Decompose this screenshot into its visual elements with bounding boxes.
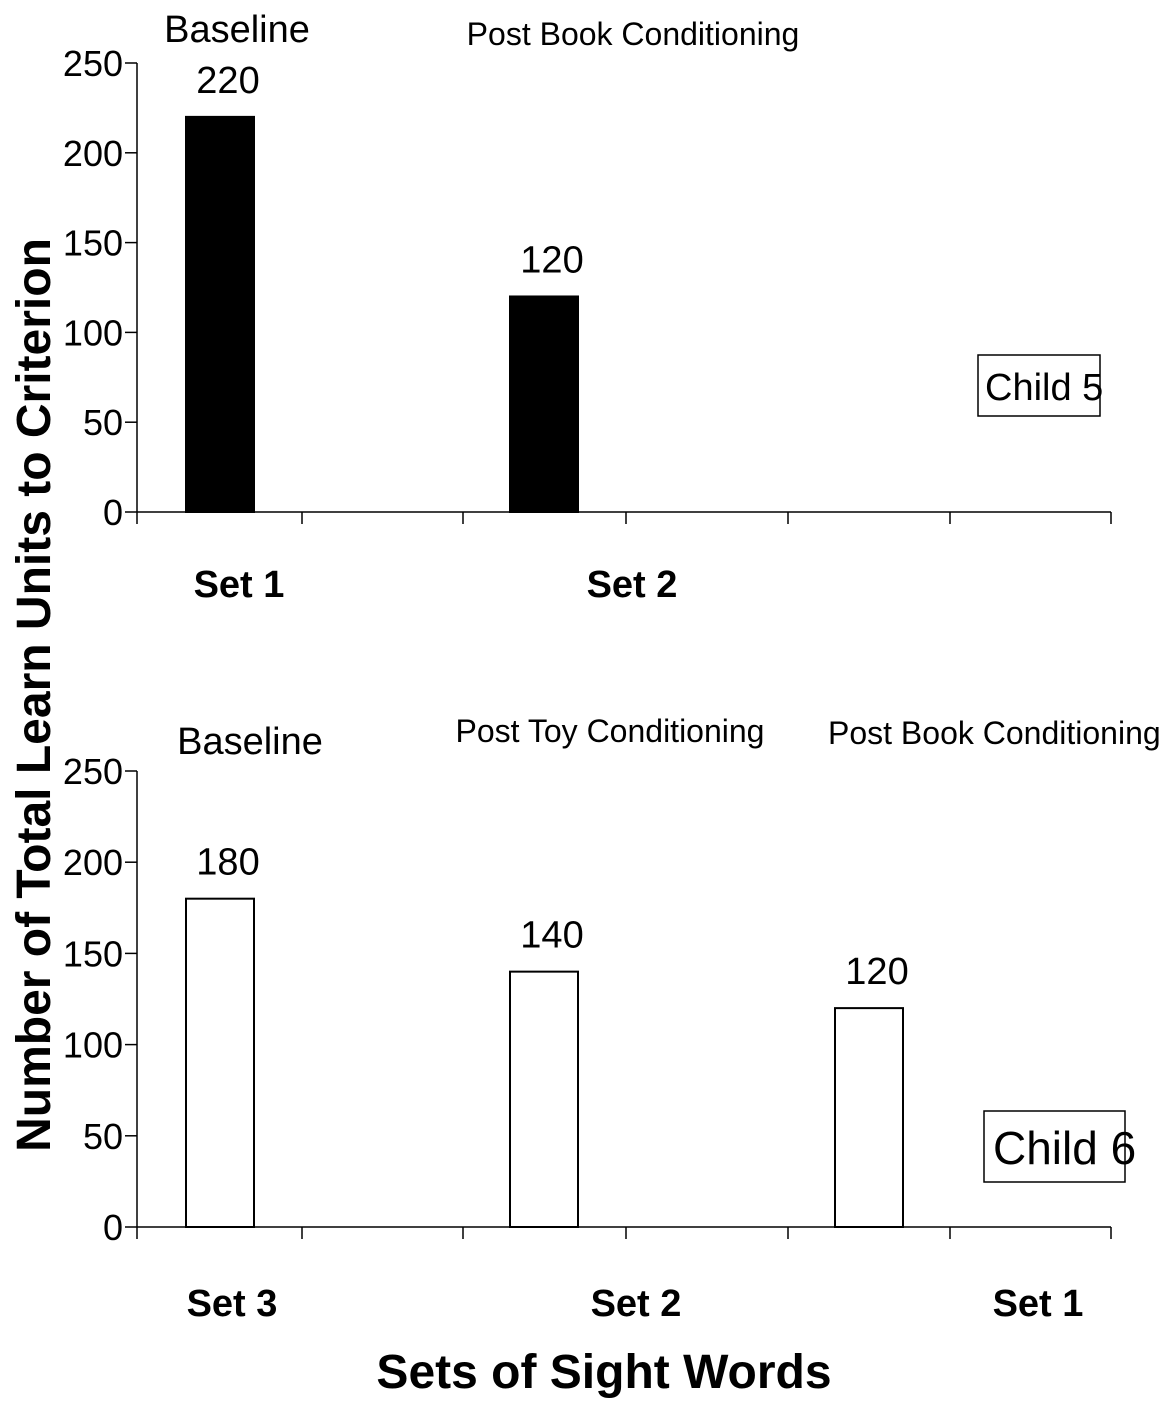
bar (509, 295, 579, 514)
phase-label: Post Toy Conditioning (456, 713, 765, 749)
bar (185, 897, 255, 1228)
y-tick-label: 150 (63, 223, 123, 264)
phase-label: Baseline (177, 721, 323, 763)
phase-label: Post Book Conditioning (467, 16, 800, 52)
phase-label: Baseline (164, 9, 310, 51)
y-axis-title: Number of Total Learn Units to Criterion (8, 238, 61, 1152)
bar (834, 1007, 904, 1228)
y-tick-label: 100 (63, 1025, 123, 1066)
data-label: 180 (196, 842, 259, 884)
x-axis-title: Sets of Sight Words (376, 1346, 831, 1399)
data-label: 220 (196, 60, 259, 102)
child-label: Child 5 (985, 367, 1103, 409)
y-tick-label: 0 (103, 492, 123, 533)
bar (185, 115, 255, 513)
y-tick-label: 0 (103, 1207, 123, 1248)
y-tick-label: 150 (63, 933, 123, 974)
x-tick-label: Set 1 (993, 1283, 1084, 1325)
data-label: 120 (520, 239, 583, 281)
data-label: 120 (845, 951, 908, 993)
y-tick-label: 250 (63, 43, 123, 84)
child-label: Child 6 (993, 1122, 1136, 1174)
phase-label: Post Book Conditioning (828, 715, 1161, 751)
y-tick-label: 250 (63, 751, 123, 792)
y-tick-label: 200 (63, 133, 123, 174)
y-tick-label: 50 (83, 1116, 123, 1157)
data-label: 140 (520, 915, 583, 957)
y-tick-label: 200 (63, 842, 123, 883)
x-tick-label: Set 2 (591, 1283, 682, 1325)
x-tick-label: Set 1 (194, 564, 285, 606)
bar (509, 970, 579, 1229)
x-tick-label: Set 3 (187, 1283, 278, 1325)
y-tick-label: 100 (63, 312, 123, 353)
child-label-box (977, 354, 1101, 417)
child-label-box (983, 1110, 1126, 1183)
y-tick-label: 50 (83, 402, 123, 443)
x-tick-label: Set 2 (587, 564, 678, 606)
